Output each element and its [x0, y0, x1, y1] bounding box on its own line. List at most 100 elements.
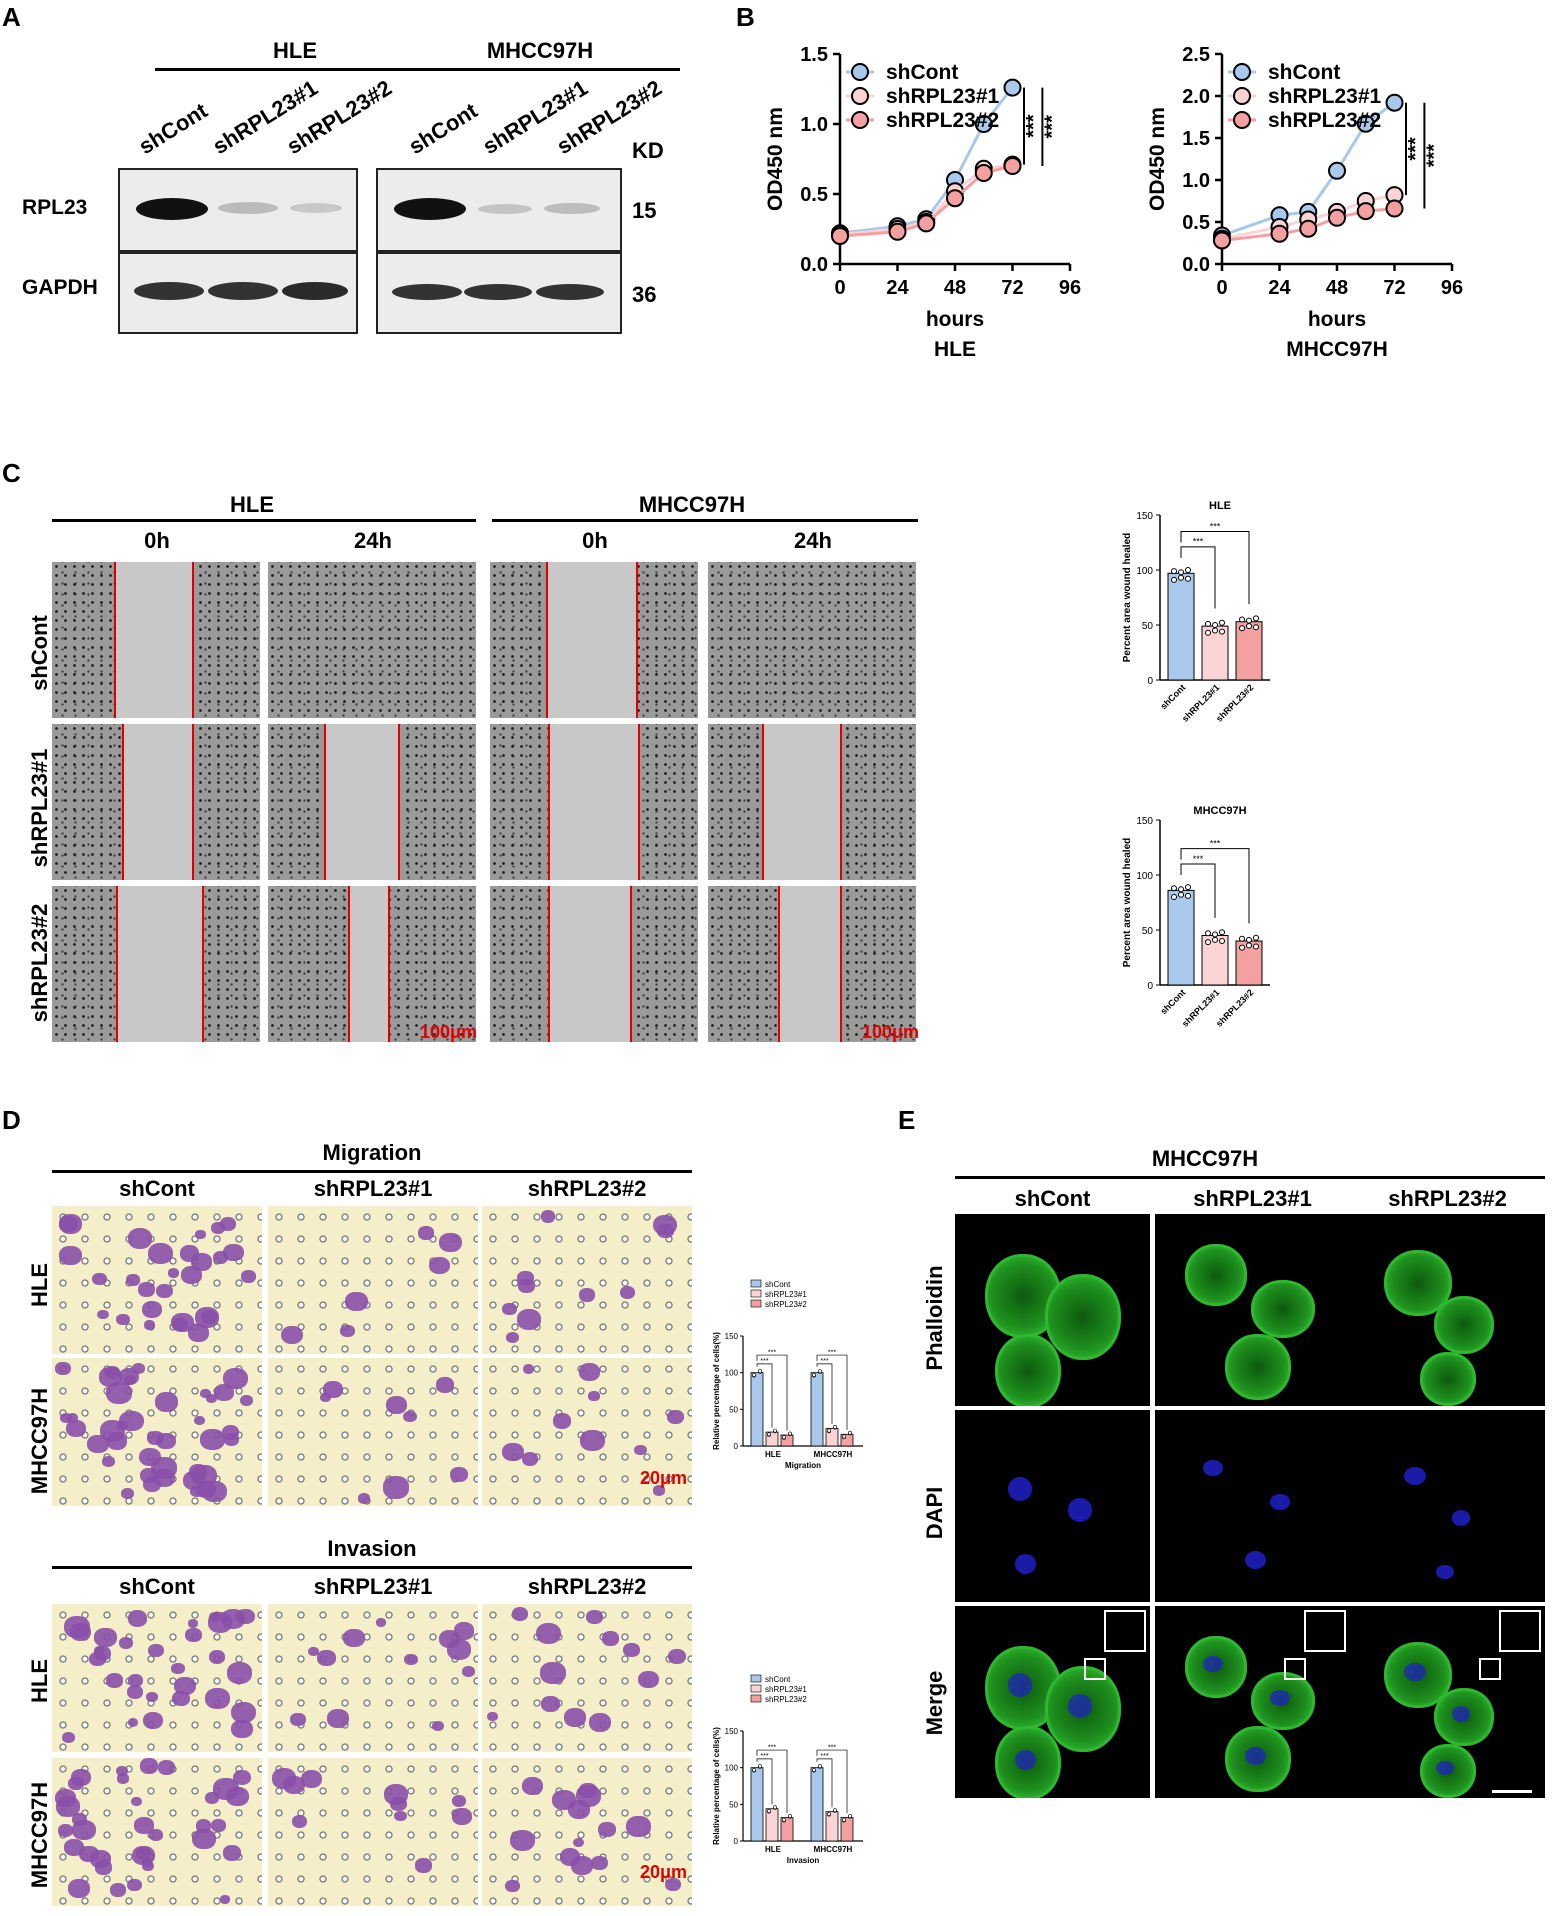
stained-cell: [106, 1382, 132, 1404]
data-point: [1212, 622, 1218, 628]
if-image: [955, 1214, 1150, 1406]
stained-cell: [283, 1775, 306, 1795]
stained-cell: [140, 1758, 158, 1774]
wound-image: [52, 724, 260, 880]
zoom-inset: [1304, 1610, 1346, 1652]
blot-gapdh-hle: [118, 252, 358, 334]
legend-label: shCont: [1268, 61, 1340, 84]
data-point: [1178, 891, 1184, 898]
data-point: [974, 115, 993, 133]
stained-cell: [219, 1217, 237, 1232]
data-point: [1178, 574, 1184, 581]
y-tick-label: 0: [1147, 676, 1153, 687]
stained-cell: [118, 1636, 134, 1649]
if-image: [1350, 1214, 1545, 1406]
wound-row-label: shRPL23#2: [27, 903, 52, 1023]
stained-cell: [146, 1691, 159, 1702]
stained-cell: [540, 1209, 556, 1223]
chart-title: MHCC97H: [1286, 338, 1388, 361]
stained-cell: [174, 1676, 196, 1695]
migration-rule: [52, 1170, 692, 1173]
y-tick-label: 50: [1142, 621, 1154, 632]
stained-cell: [232, 1769, 252, 1786]
if-row: DAPI: [922, 1486, 947, 1540]
transwell-col: shRPL23#2: [527, 1176, 647, 1201]
x-tick-label: 72: [1001, 277, 1023, 299]
stained-cell: [291, 1814, 308, 1828]
stained-cell: [154, 1392, 178, 1413]
transwell-image: [52, 1206, 262, 1354]
if-image: [1155, 1410, 1350, 1602]
blot-group-hle: HLE: [273, 38, 317, 63]
data-point: [1246, 942, 1252, 949]
sig-label: ***: [768, 1349, 776, 1356]
data-point: [1212, 627, 1218, 634]
wound-edge-line: [202, 886, 204, 1042]
stained-cell: [127, 1673, 143, 1687]
stained-cell: [127, 1610, 148, 1627]
stained-cell: [626, 1815, 651, 1837]
stained-cell: [120, 1488, 135, 1500]
nucleus: [1067, 1498, 1093, 1522]
wound-edge-line: [548, 724, 550, 880]
invasion-title: Invasion: [327, 1536, 417, 1561]
x-axis-label: Invasion: [787, 1856, 820, 1865]
stained-cell: [223, 1432, 240, 1446]
data-point: [1270, 224, 1289, 243]
stained-cell: [300, 1769, 323, 1789]
data-point: [1212, 931, 1218, 938]
y-axis-label: OD450 nm: [1146, 107, 1169, 211]
sig-bracket: [756, 1758, 773, 1805]
legend-marker: [851, 111, 869, 129]
wound-edge-line: [548, 886, 550, 1042]
transwell-image: [482, 1206, 692, 1354]
zoom-region: [1084, 1658, 1106, 1680]
legend-label: shRPL23#2: [765, 1695, 807, 1704]
data-point: [1171, 894, 1177, 900]
y-tick-label: 0: [1147, 981, 1153, 992]
stained-cell: [180, 1265, 202, 1284]
data-point: [1385, 93, 1404, 112]
panel-label-b: B: [736, 2, 755, 32]
wound-scale-bar: 100μm: [420, 1022, 478, 1042]
x-tick-label: 24: [1268, 277, 1291, 299]
data-point: [842, 1817, 846, 1822]
legend-swatch: [750, 1279, 762, 1288]
wound-image: [490, 724, 698, 880]
stained-cell: [389, 1796, 407, 1812]
if-rule: [955, 1176, 1545, 1179]
legend-label: shCont: [765, 1280, 791, 1289]
wound-edge-line: [324, 724, 326, 880]
sig-label: ***: [820, 1753, 828, 1760]
sig-label: ***: [1405, 137, 1427, 161]
sig-bracket: [816, 1354, 848, 1430]
transwell-image: [268, 1604, 478, 1752]
stained-cell: [99, 1420, 126, 1442]
data-point: [1239, 935, 1245, 942]
y-axis-label: Relative percentage of cells(%): [712, 1727, 721, 1845]
wound-edge-line: [630, 886, 632, 1042]
wound-image: [268, 562, 476, 718]
transwell-col: shRPL23#1: [313, 1574, 433, 1599]
stained-cell: [222, 1367, 248, 1390]
bar-shCont: [1167, 572, 1195, 681]
sig-label: ***: [1193, 537, 1204, 547]
data-point: [758, 1764, 762, 1769]
stained-cell: [588, 1712, 612, 1732]
wound-gap: [122, 724, 192, 880]
stained-cell: [572, 1837, 585, 1848]
blot-rpl23-hle: [118, 168, 358, 252]
sig-bracket: [1180, 531, 1250, 605]
legend-marker: [1233, 87, 1251, 105]
wound-image: [708, 724, 916, 880]
x-tick-label: 48: [1326, 277, 1348, 299]
stained-cell: [92, 1272, 107, 1286]
y-tick-label: 50: [729, 1405, 738, 1414]
y-tick-label: 150: [725, 1727, 739, 1736]
x-tick-label: 96: [1059, 277, 1081, 299]
y-tick-label: 100: [1136, 566, 1153, 577]
stained-cell: [179, 1244, 200, 1262]
stained-cell: [200, 1428, 225, 1450]
data-point: [782, 1435, 786, 1440]
